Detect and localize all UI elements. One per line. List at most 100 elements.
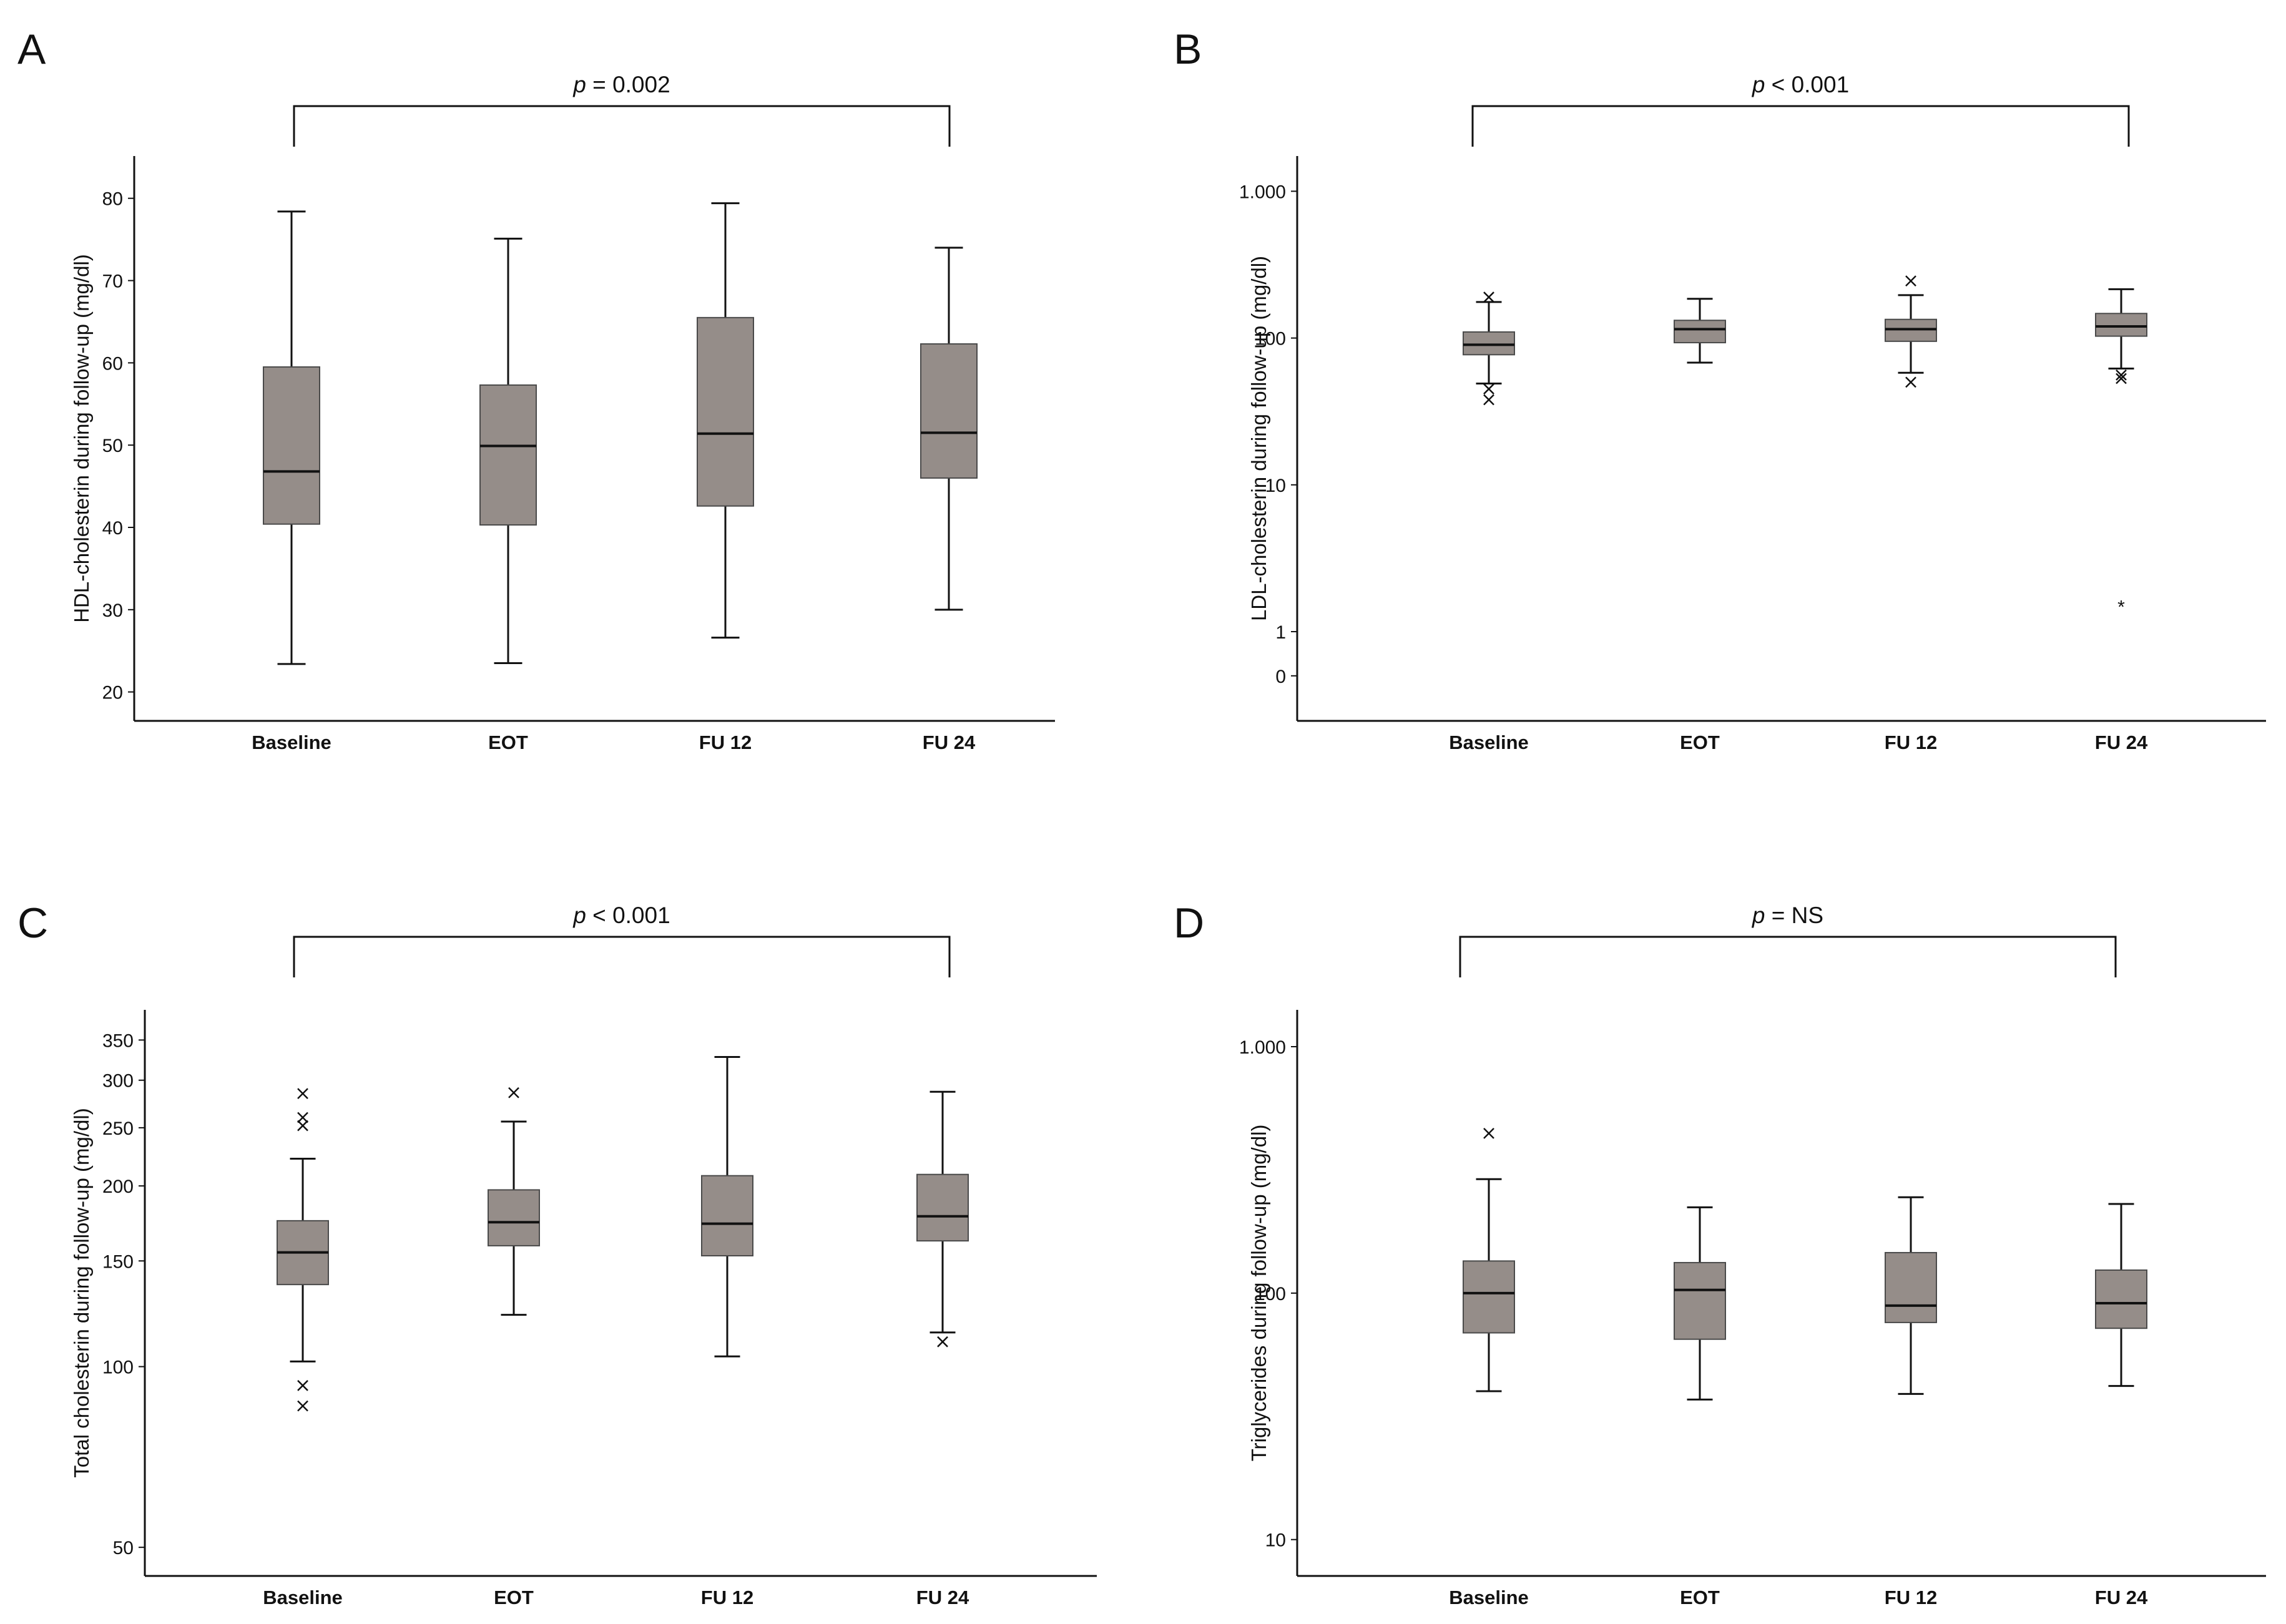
panel-c-ytick-label: 150: [102, 1251, 134, 1272]
panel-c-p-value: p < 0.001: [572, 902, 670, 928]
panel-d-significance-bracket: [1459, 936, 2117, 977]
panel-c-category-label: FU 24: [916, 1587, 969, 1608]
p-symbol: p: [572, 72, 586, 97]
panel-d-category-label: FU 24: [2095, 1587, 2148, 1608]
panel-a-ytick-label: 30: [102, 600, 123, 621]
panel-a-ytick-label: 60: [102, 353, 123, 374]
panel-d-box-baseline: [1463, 1127, 1515, 1392]
panel-b-box-fu-24: *: [2095, 288, 2147, 618]
iqr-box: [479, 384, 537, 526]
panel-b-category-label: FU 12: [1885, 731, 1937, 753]
panel-b-category-label: EOT: [1680, 731, 1720, 753]
panel-a-ytick-label: 50: [102, 436, 123, 456]
panel-a-p-value: p = 0.002: [572, 72, 670, 97]
panel-c-significance-bracket: [293, 936, 951, 977]
panel-d-ytick-label: 100: [1255, 1284, 1286, 1304]
panel-a-category-label: FU 12: [699, 731, 752, 753]
panel-b-category-label: Baseline: [1449, 731, 1529, 753]
panel-d-category-label: Baseline: [1449, 1587, 1529, 1608]
panel-a-box-fu-12: [697, 202, 754, 639]
p-symbol: p: [1752, 902, 1765, 928]
iqr-box: [2095, 1269, 2147, 1329]
p-symbol: p: [572, 902, 586, 928]
panel-c-box-fu-24: [916, 1090, 969, 1348]
iqr-box: [2095, 313, 2147, 337]
panel-b-significance-bracket: [1471, 105, 2130, 147]
panel-d-letter: D: [1174, 899, 1204, 947]
panel-a-ytick-label: 40: [102, 518, 123, 539]
outlier-marker: [937, 1336, 948, 1348]
panel-d-category-label: EOT: [1680, 1587, 1720, 1608]
outlier-marker: [1905, 275, 1916, 286]
iqr-box: [920, 343, 978, 479]
panel-b-ytick-label: 1.000: [1239, 182, 1286, 202]
panel-d-y-axis-title: Triglycerides during follow-up (mg/dl): [1247, 1125, 1270, 1462]
outlier-marker: [2116, 373, 2127, 384]
iqr-box: [1463, 1260, 1515, 1334]
panel-d: D 10 100 1.000 Triglycerides during follow-u…: [1174, 899, 2266, 1608]
outlier-marker: [1483, 1127, 1494, 1139]
panel-d-box-fu-12: [1885, 1196, 1937, 1395]
panel-c-ytick-label: 300: [102, 1071, 134, 1092]
panel-c-y-axis-title: Total cholesterin during follow-up (mg/d…: [70, 1108, 93, 1477]
iqr-box: [488, 1189, 540, 1246]
panel-a-category-label: FU 24: [923, 731, 976, 753]
panel-c-ytick-label: 350: [102, 1030, 134, 1051]
outlier-marker: [1483, 291, 1494, 303]
panel-c: C 50 100 150 200 250 300 350 Total cholesterin d…: [17, 899, 1097, 1608]
panel-a-box-fu-24: [920, 247, 978, 611]
outlier-marker: [297, 1380, 308, 1391]
panel-b-letter: B: [1174, 26, 1202, 73]
panel-c-category-label: Baseline: [263, 1587, 343, 1608]
panel-c-letter: C: [17, 899, 48, 947]
panel-c-ytick-label: 50: [113, 1538, 134, 1558]
p-value-text: < 0.001: [1765, 72, 1849, 97]
outlier-marker: [2116, 369, 2127, 381]
p-value-text: < 0.001: [586, 902, 670, 928]
panel-c-box-eot: [488, 1087, 540, 1316]
p-symbol: p: [1752, 72, 1765, 97]
panel-d-ytick-label: 1.000: [1239, 1037, 1286, 1058]
outlier-marker: [297, 1112, 308, 1123]
iqr-box: [1885, 1251, 1937, 1323]
panel-a: A 20 30 40 50 60 70 80 HDL-cholesterin during fo…: [17, 26, 1055, 753]
extreme-outlier-marker: *: [2117, 597, 2125, 618]
panel-d-box-fu-24: [2095, 1203, 2147, 1387]
panel-b: B 0 1 10 100 1.000 LDL-cholesterin during foll…: [1174, 26, 2266, 753]
iqr-box: [263, 366, 320, 525]
panel-a-y-axis-title: HDL-cholesterin during follow-up (mg/dl): [70, 254, 93, 623]
panel-d-box-eot: [1674, 1206, 1726, 1401]
iqr-box: [1674, 320, 1726, 344]
outlier-marker: [508, 1087, 519, 1098]
panel-c-box-baseline: [277, 1088, 329, 1412]
panel-d-category-label: FU 12: [1885, 1587, 1937, 1608]
panel-d-p-value: p = NS: [1752, 902, 1823, 928]
outlier-marker: [1483, 394, 1494, 406]
panel-b-ytick-label: 100: [1255, 329, 1286, 350]
iqr-box: [701, 1175, 753, 1256]
panel-a-box-baseline: [263, 210, 320, 665]
panel-b-box-baseline: [1463, 291, 1515, 406]
panel-c-ytick-label: 200: [102, 1176, 134, 1197]
iqr-box: [1674, 1261, 1726, 1340]
panel-c-box-fu-12: [701, 1055, 753, 1357]
iqr-box: [916, 1173, 969, 1242]
panel-c-ytick-label: 100: [102, 1357, 134, 1378]
outlier-marker: [1905, 376, 1916, 388]
panel-a-ytick-label: 80: [102, 189, 123, 210]
iqr-box: [697, 316, 754, 507]
iqr-box: [1463, 331, 1515, 356]
panel-a-letter: A: [17, 26, 46, 73]
panel-a-box-eot: [479, 237, 537, 664]
panel-c-category-label: EOT: [494, 1587, 534, 1608]
panel-c-ytick-label: 250: [102, 1118, 134, 1139]
panel-b-ytick-label: 10: [1265, 476, 1286, 496]
panel-b-y-axis-title: LDL-cholesterin during follow-up (mg/dl): [1247, 256, 1270, 621]
panel-a-ytick-label: 20: [102, 683, 123, 703]
panel-b-ytick-label: 0: [1275, 667, 1286, 687]
panel-b-box-fu-12: [1885, 275, 1937, 388]
panel-a-category-label: EOT: [488, 731, 528, 753]
outlier-marker: [297, 1400, 308, 1412]
panel-b-category-label: FU 24: [2095, 731, 2148, 753]
